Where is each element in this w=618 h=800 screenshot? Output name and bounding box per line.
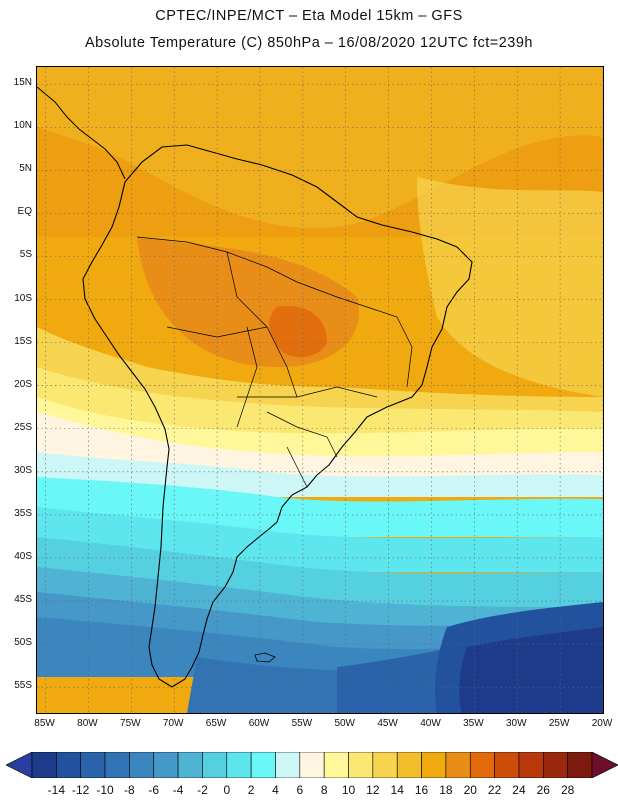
longitude-label: 30W	[505, 718, 527, 729]
colorbar-label: -10	[96, 783, 114, 797]
latitude-label: 50S	[14, 637, 32, 649]
colorbar-min-arrow	[6, 752, 33, 778]
colorbar	[6, 752, 618, 778]
colorbar-swatch	[543, 752, 568, 778]
colorbar-swatch	[323, 752, 349, 778]
band-atlantic-north	[37, 67, 603, 229]
latitude-label: 55S	[14, 680, 32, 692]
latitude-label: 15S	[14, 335, 32, 347]
colorbar-label: 6	[296, 783, 304, 797]
colorbar-swatch	[56, 752, 81, 778]
colorbar-label: 18	[439, 783, 453, 797]
band-cream	[37, 412, 603, 477]
colorbar-swatch	[348, 752, 374, 778]
colorbar-swatch	[372, 752, 398, 778]
colorbar-label: -4	[172, 783, 184, 797]
longitude-label: 35W	[463, 718, 484, 729]
colorbar-label: 22	[487, 783, 502, 797]
colorbar-swatch	[177, 752, 203, 778]
colorbar-label: 20	[463, 783, 477, 797]
colorbar-swatch	[129, 752, 155, 778]
falkland-islands	[254, 652, 276, 663]
longitude-label: 85W	[34, 718, 55, 729]
latitude-label: 15N	[13, 77, 32, 89]
colorbar-label: 24	[512, 783, 526, 797]
central-america-outline	[37, 86, 126, 180]
temperature-map	[36, 66, 604, 714]
latitude-label: 25S	[14, 421, 32, 433]
latitude-label: 5N	[19, 163, 32, 175]
colorbar-label: 26	[536, 783, 550, 797]
latitude-label: 20S	[14, 378, 32, 390]
colorbar-swatch	[275, 752, 301, 778]
band-pale-cyan	[37, 452, 603, 497]
band-hot-core	[269, 306, 327, 358]
south-america-outline	[82, 144, 473, 688]
colorbar-label: 28	[560, 783, 575, 797]
colorbar-label: -2	[197, 783, 208, 797]
colorbar-swatch	[250, 752, 276, 778]
map-svg	[37, 67, 603, 713]
colorbar-swatch	[202, 752, 228, 778]
longitude-label: 45W	[377, 718, 398, 729]
colorbar-swatch	[421, 752, 447, 778]
colorbar-swatch	[494, 752, 520, 778]
colorbar-swatch	[153, 752, 179, 778]
longitude-label: 80W	[77, 718, 98, 729]
colorbar-swatch	[104, 752, 130, 778]
colorbar-label: 4	[272, 783, 279, 797]
colorbar-swatch	[445, 752, 471, 778]
longitude-label: 70W	[162, 718, 184, 729]
colorbar-swatch	[80, 752, 106, 778]
longitude-label: 25W	[548, 718, 570, 729]
latitude-label: 45S	[14, 594, 32, 606]
colorbar-label: -6	[148, 783, 160, 797]
colorbar-swatch	[31, 752, 57, 778]
colorbar-label: 16	[414, 783, 429, 797]
map-title: CPTEC/INPE/MCT – Eta Model 15km – GFS	[155, 8, 463, 24]
latitude-label: 10S	[14, 292, 32, 304]
colorbar-label: 2	[247, 783, 255, 797]
colorbar-max-arrow	[591, 752, 618, 778]
latitude-label: 10N	[13, 120, 32, 132]
longitude-label: 40W	[420, 718, 441, 729]
longitude-label: 20W	[591, 718, 613, 729]
latitude-label: 30S	[14, 464, 32, 476]
colorbar-label: -14	[47, 783, 66, 797]
colorbar-swatch	[518, 752, 544, 778]
colorbar-label: 14	[390, 783, 404, 797]
latitude-label: 35S	[14, 507, 32, 519]
colorbar-swatch	[567, 752, 593, 778]
latitude-label: 5S	[19, 249, 32, 261]
band-atlantic-mid	[417, 177, 603, 397]
colorbar-label: -8	[124, 783, 135, 797]
colorbar-swatch	[226, 752, 252, 778]
colorbar-label: 8	[320, 783, 328, 797]
latitude-label: 40S	[14, 550, 32, 562]
longitude-label: 75W	[120, 718, 141, 729]
map-subtitle: Absolute Temperature (C) 850hPa – 16/08/…	[85, 35, 533, 51]
longitude-label: 55W	[291, 718, 313, 729]
colorbar-label: 12	[366, 783, 380, 797]
latitude-label: EQ	[17, 206, 32, 218]
colorbar-label: 0	[223, 783, 231, 797]
colorbar-label: -12	[72, 783, 90, 797]
colorbar-label: 10	[341, 783, 356, 797]
colorbar-swatch	[396, 752, 422, 778]
longitude-label: 60W	[248, 718, 270, 729]
band-lightyellow	[37, 367, 603, 437]
colorbar-swatch	[469, 752, 495, 778]
band-coldest	[459, 627, 603, 713]
longitude-label: 50W	[334, 718, 355, 729]
longitude-label: 65W	[205, 718, 227, 729]
colorbar-swatch	[299, 752, 325, 778]
